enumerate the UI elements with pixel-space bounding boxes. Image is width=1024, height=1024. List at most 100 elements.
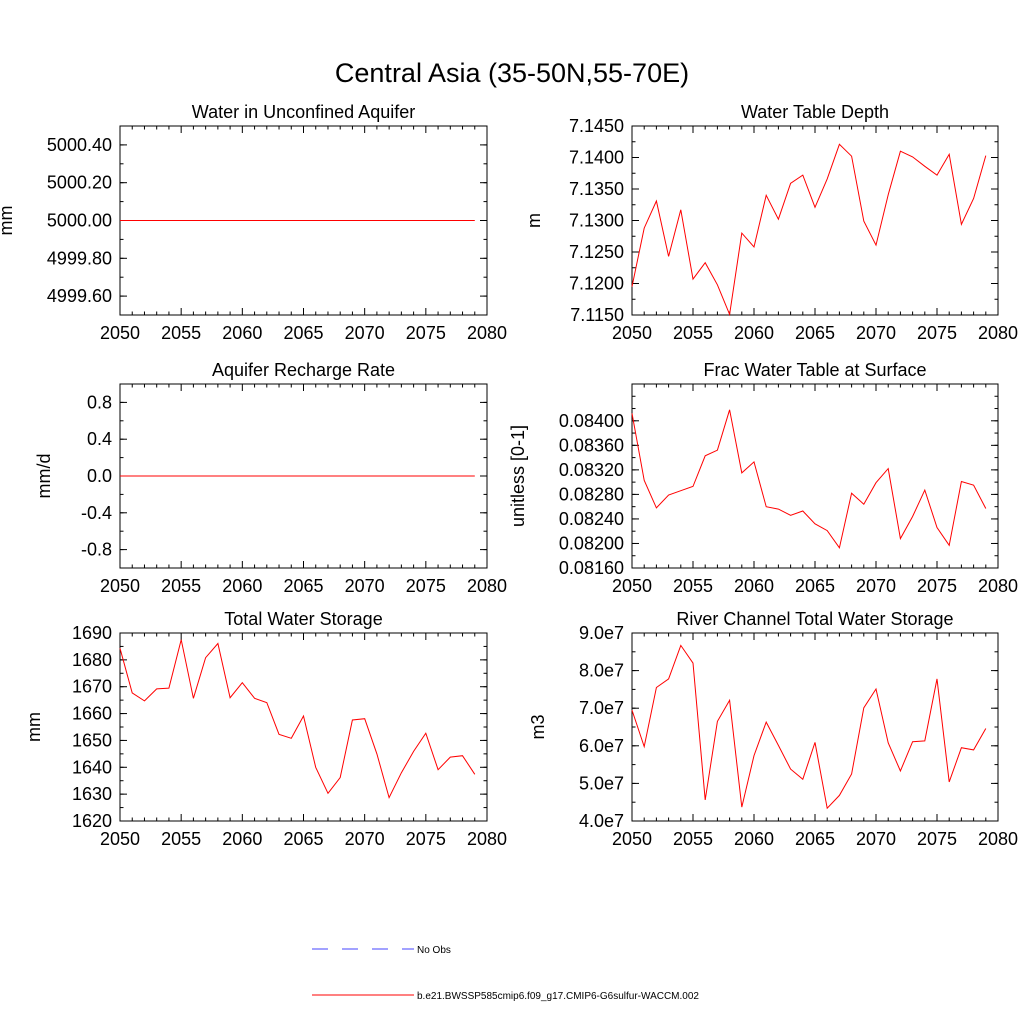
figure-title: Central Asia (35-50N,55-70E) — [335, 58, 689, 88]
y-axis-label: mm/d — [34, 454, 54, 499]
x-tick-label: 2075 — [917, 576, 957, 596]
y-tick-label: 8.0e7 — [579, 661, 624, 681]
y-tick-label: 1650 — [72, 730, 112, 750]
x-tick-label: 2055 — [673, 576, 713, 596]
y-tick-label: 1670 — [72, 677, 112, 697]
x-tick-label: 2050 — [612, 829, 652, 849]
y-tick-label: 1680 — [72, 650, 112, 670]
panel-title: River Channel Total Water Storage — [676, 609, 953, 629]
x-tick-label: 2075 — [917, 323, 957, 343]
y-tick-label: 5000.20 — [47, 173, 112, 193]
y-tick-label: 7.1350 — [569, 179, 624, 199]
y-tick-label: 6.0e7 — [579, 736, 624, 756]
legend-entry-run: b.e21.BWSSP585cmip6.f09_g17.CMIP6-G6sulf… — [312, 991, 699, 1002]
y-tick-label: 4.0e7 — [579, 811, 624, 831]
series-line-1 — [631, 644, 987, 810]
y-tick-label: 0.08360 — [559, 435, 624, 455]
y-tick-label: 7.1150 — [570, 305, 624, 325]
x-tick-label: 2075 — [406, 576, 446, 596]
y-tick-label: 7.1200 — [569, 274, 624, 294]
y-axis-label: mm — [24, 712, 44, 742]
panel-5: Total Water Storage mm 2050 2055 2060 2065 207… — [24, 609, 507, 849]
y-tick-label: 5000.40 — [47, 135, 112, 155]
panel-title: Aquifer Recharge Rate — [212, 360, 395, 380]
y-tick-label: 4999.80 — [47, 248, 112, 268]
panel-title: Water in Unconfined Aquifer — [192, 102, 415, 122]
x-tick-label: 2060 — [222, 829, 262, 849]
x-tick-label: 2055 — [161, 576, 201, 596]
x-tick-label: 2070 — [856, 323, 896, 343]
x-tick-label: 2055 — [161, 323, 201, 343]
y-axis-label: mm — [0, 206, 16, 236]
series-line-1 — [631, 143, 987, 317]
x-tick-label: 2070 — [345, 576, 385, 596]
legend-label-no-obs: No Obs — [417, 945, 451, 956]
x-tick-label: 2075 — [406, 829, 446, 849]
y-tick-label: 1660 — [72, 704, 112, 724]
series-line-1 — [631, 409, 987, 550]
x-tick-label: 2065 — [283, 323, 323, 343]
y-tick-label: 4999.60 — [47, 286, 112, 306]
panel-2: Water Table Depth m 2050 2055 2060 2065 2070 20… — [524, 102, 1018, 343]
x-tick-label: 2065 — [283, 829, 323, 849]
y-axis-label: m — [524, 213, 544, 228]
x-tick-label: 2070 — [856, 829, 896, 849]
legend-entry-no-obs: No Obs — [312, 945, 451, 956]
y-tick-label: 9.0e7 — [579, 623, 624, 643]
panel-title: Total Water Storage — [224, 609, 382, 629]
y-axis-label: m3 — [528, 714, 548, 739]
y-tick-label: 1630 — [72, 784, 112, 804]
y-tick-label: 5.0e7 — [579, 773, 624, 793]
legend-label-run: b.e21.BWSSP585cmip6.f09_g17.CMIP6-G6sulf… — [417, 991, 699, 1002]
legend: No Obs b.e21.BWSSP585cmip6.f09_g17.CMIP6… — [312, 945, 699, 1002]
y-tick-label: 0.4 — [87, 429, 112, 449]
y-tick-label: 0.08280 — [559, 484, 624, 504]
y-tick-label: 7.1400 — [569, 148, 624, 168]
x-tick-label: 2050 — [100, 576, 140, 596]
y-axis-label: unitless [0-1] — [508, 425, 528, 527]
plot-frame — [631, 125, 999, 316]
y-tick-label: 0.08320 — [559, 460, 624, 480]
y-tick-label: 7.1300 — [569, 211, 624, 231]
x-tick-label: 2065 — [283, 576, 323, 596]
y-tick-label: 1620 — [72, 811, 112, 831]
y-tick-label: 0.08160 — [559, 558, 624, 578]
y-tick-label: 0.08200 — [559, 533, 624, 553]
y-tick-label: 7.1450 — [569, 116, 624, 136]
panel-4: Frac Water Table at Surface unitless [0-1… — [508, 360, 1018, 596]
y-tick-label: 1640 — [72, 757, 112, 777]
panel-3: Aquifer Recharge Rate mm/d 2050 2055 2060 206… — [34, 360, 507, 596]
panel-1: Water in Unconfined Aquifer mm 2050 2055 206… — [0, 102, 507, 343]
y-tick-label: -0.4 — [81, 503, 112, 523]
y-tick-label: 5000.00 — [47, 211, 112, 231]
x-tick-label: 2080 — [467, 576, 507, 596]
x-tick-label: 2050 — [612, 576, 652, 596]
panel-title: Frac Water Table at Surface — [703, 360, 926, 380]
x-tick-label: 2075 — [406, 323, 446, 343]
panel-6: River Channel Total Water Storage m3 2050 2… — [528, 609, 1018, 849]
x-tick-label: 2060 — [734, 829, 774, 849]
x-tick-label: 2050 — [100, 829, 140, 849]
x-tick-label: 2055 — [673, 829, 713, 849]
x-tick-label: 2060 — [734, 323, 774, 343]
x-tick-label: 2060 — [734, 576, 774, 596]
x-tick-label: 2055 — [673, 323, 713, 343]
series-line-1 — [119, 639, 476, 799]
x-tick-label: 2065 — [795, 576, 835, 596]
y-tick-label: 0.8 — [87, 392, 112, 412]
panels: Water in Unconfined Aquifer mm 2050 2055 206… — [0, 102, 1018, 849]
x-tick-label: 2070 — [345, 323, 385, 343]
y-tick-label: 1690 — [72, 623, 112, 643]
y-tick-label: 0.08240 — [559, 509, 624, 529]
y-tick-label: 0.0 — [87, 466, 112, 486]
x-tick-label: 2080 — [978, 829, 1018, 849]
x-tick-label: 2060 — [222, 323, 262, 343]
y-tick-label: -0.8 — [81, 540, 112, 560]
x-tick-label: 2065 — [795, 829, 835, 849]
plot-frame — [119, 632, 488, 822]
y-tick-label: 7.0e7 — [579, 698, 624, 718]
x-tick-label: 2060 — [222, 576, 262, 596]
x-tick-label: 2055 — [161, 829, 201, 849]
x-tick-label: 2050 — [100, 323, 140, 343]
